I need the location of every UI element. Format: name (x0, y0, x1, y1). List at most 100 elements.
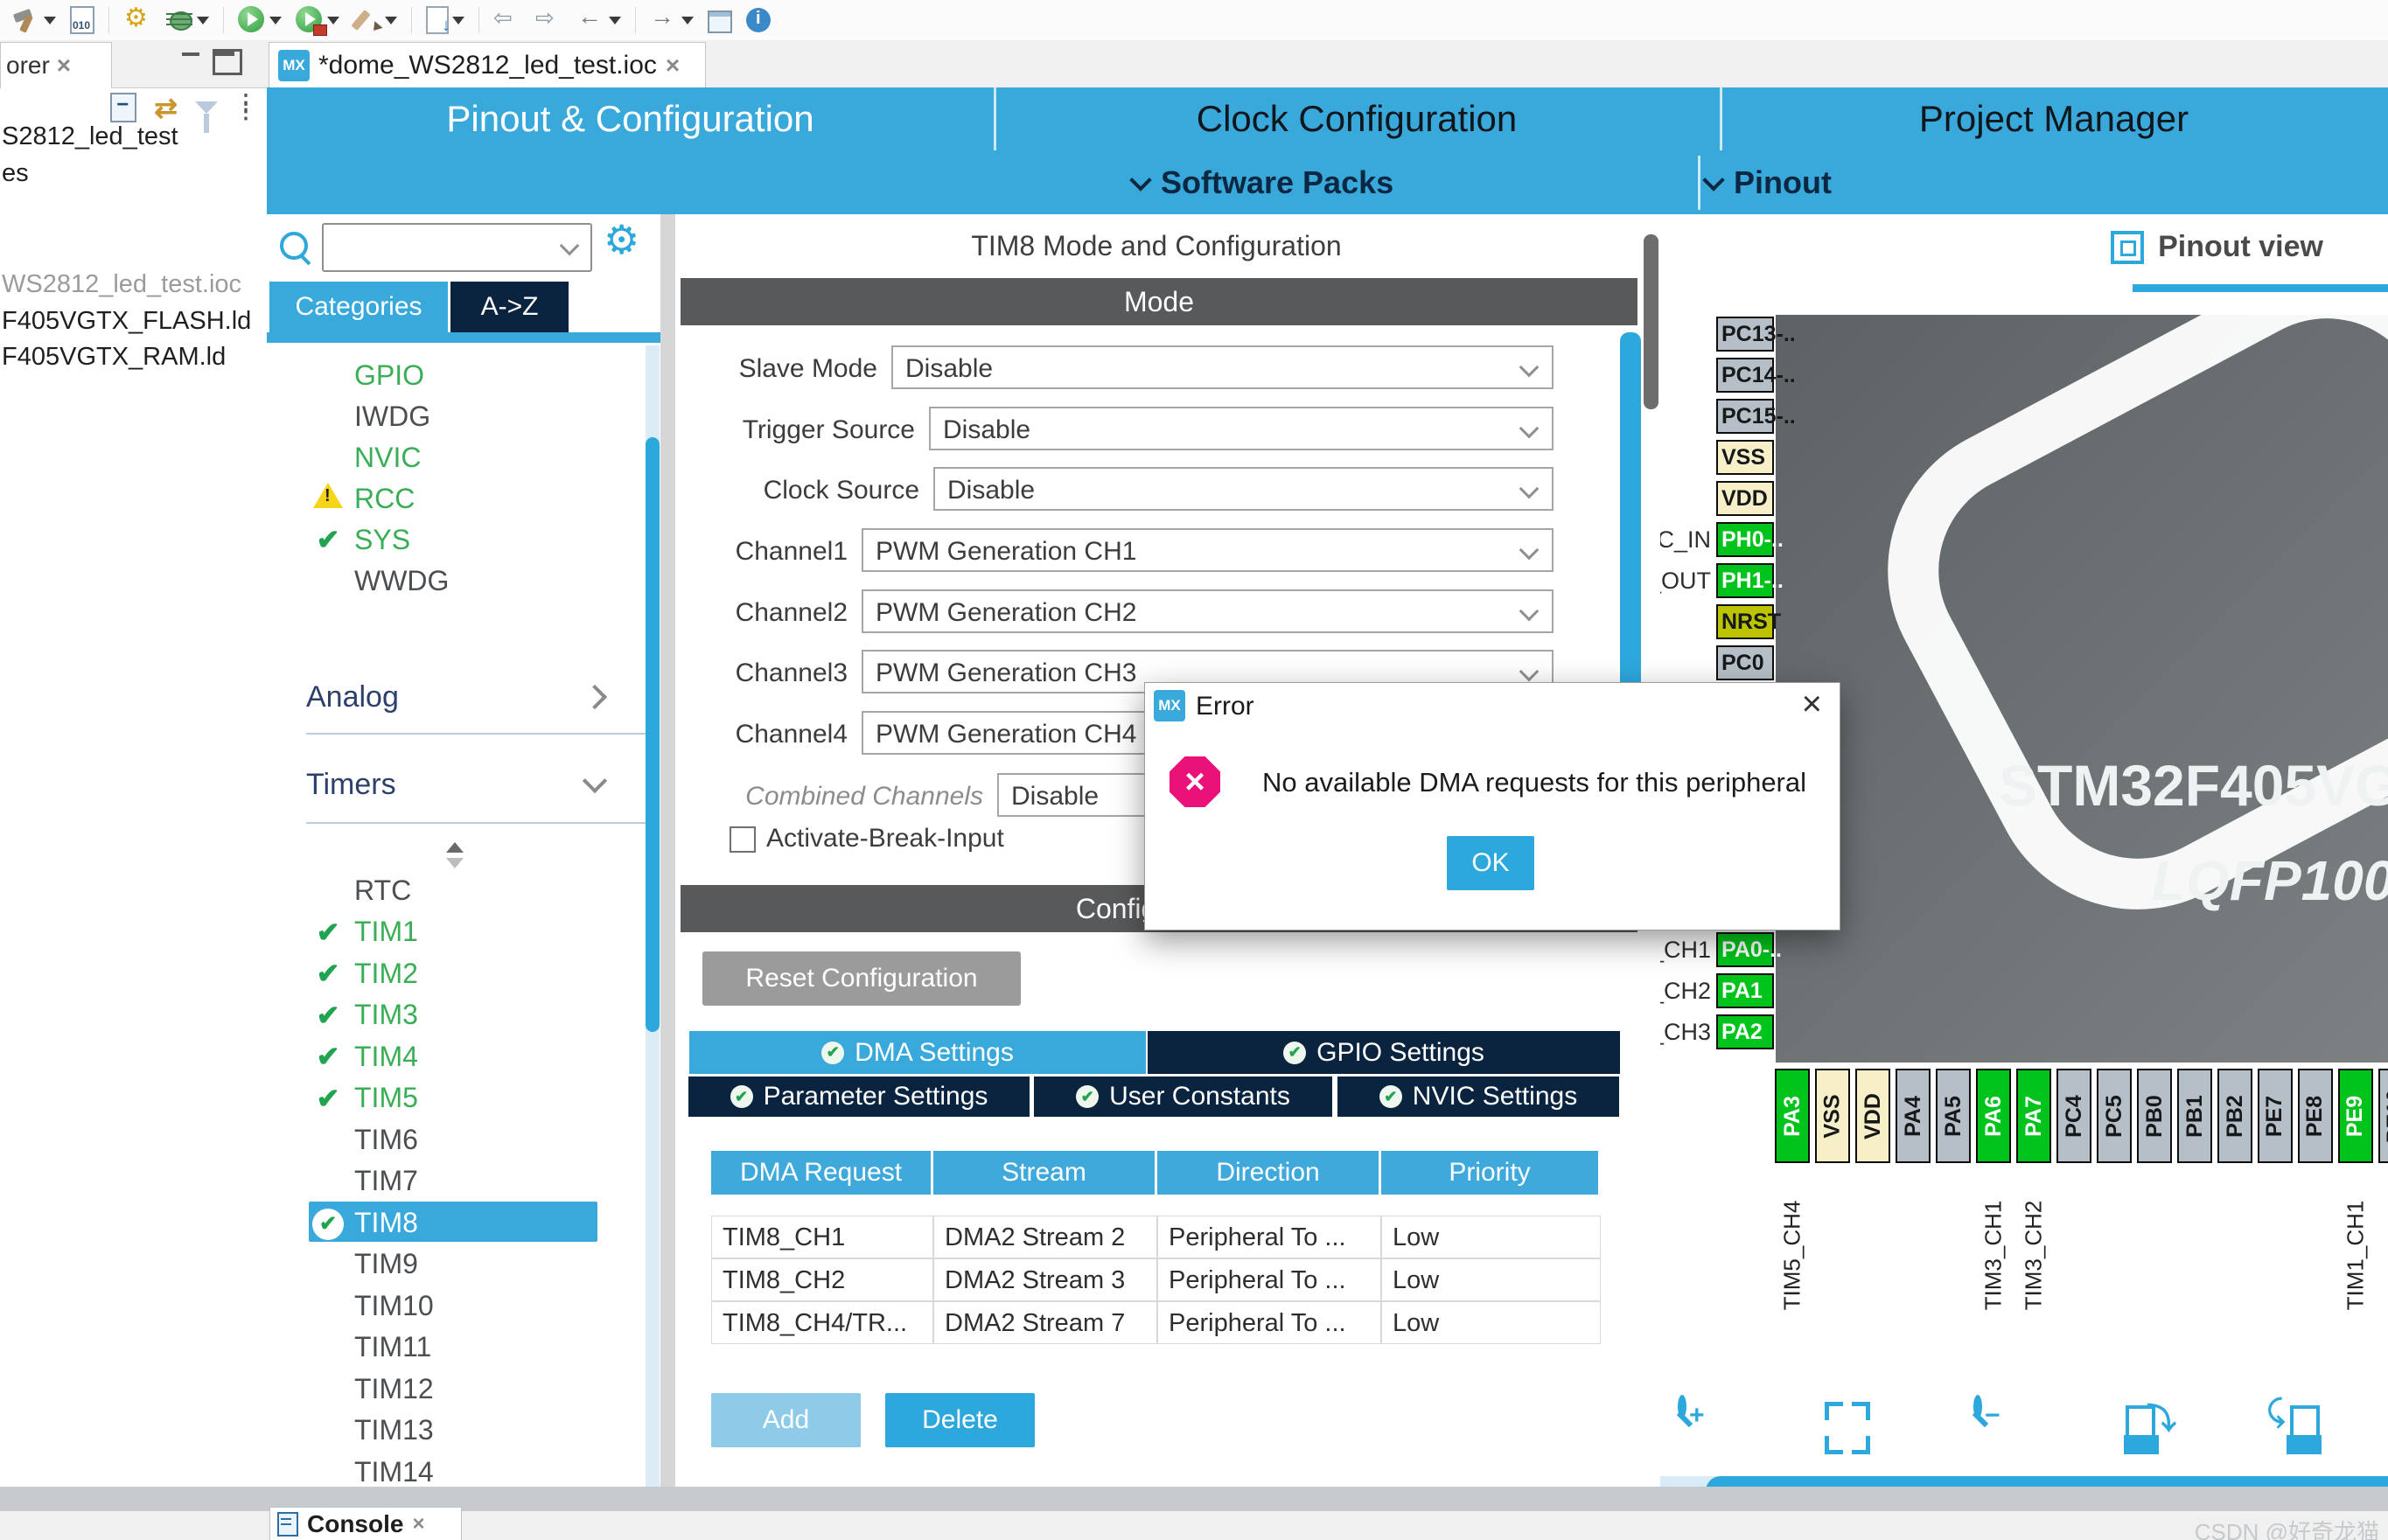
close-icon[interactable]: × (665, 52, 681, 79)
table-cell[interactable]: Peripheral To ... (1157, 1301, 1381, 1344)
sidebar-item-rcc[interactable]: RCC (267, 479, 643, 518)
tab-clock-configuration[interactable]: Clock Configuration (1196, 98, 1518, 139)
pin-PC14[interactable]: PC14-.. (1716, 358, 1796, 393)
gear-icon[interactable]: ⚙ (604, 217, 640, 262)
chevron-down-icon[interactable] (609, 16, 621, 24)
import-file-button[interactable] (426, 6, 464, 36)
field-dropdown[interactable]: Disable (929, 407, 1554, 450)
pin-PA2[interactable]: PA2 (1716, 1014, 1774, 1049)
rotate-counterclockwise-icon[interactable]: ⤹ (2267, 1395, 2322, 1454)
pin-PB0[interactable]: PB0 (2137, 1069, 2172, 1163)
sidebar-section-timers[interactable]: Timers (306, 763, 647, 805)
maximize-icon[interactable] (213, 49, 242, 75)
sidebar-item-tim13[interactable]: TIM13 (267, 1411, 643, 1450)
close-icon[interactable]: × (56, 52, 72, 79)
table-cell[interactable]: DMA2 Stream 7 (933, 1301, 1157, 1344)
tab-ioc-editor[interactable]: MX *dome_WS2812_led_test.ioc × (269, 42, 706, 88)
open-perspective-button[interactable] (708, 7, 732, 33)
software-packs-menu[interactable]: Software Packs (1129, 164, 1393, 201)
sidebar-scrollbar-thumb[interactable] (646, 437, 660, 1032)
search-input[interactable] (322, 223, 592, 272)
sidebar-item-tim10[interactable]: TIM10 (267, 1286, 643, 1325)
tab-project-manager[interactable]: Project Manager (1918, 98, 2189, 139)
close-icon[interactable]: × (1801, 685, 1822, 723)
sidebar-item-rtc[interactable]: RTC (267, 871, 643, 909)
zoom-out-icon[interactable]: − (1973, 1395, 2026, 1452)
explorer-item[interactable]: WS2812_led_test.ioc (2, 270, 242, 298)
sidebar-item-tim12[interactable]: TIM12 (267, 1369, 643, 1408)
pin-PE7[interactable]: PE7 (2258, 1069, 2293, 1163)
table-cell[interactable]: Low (1381, 1258, 1601, 1301)
pin-PA4[interactable]: PA4 (1896, 1069, 1931, 1163)
sidebar-item-tim11[interactable]: TIM11 (267, 1328, 643, 1367)
fit-screen-icon[interactable] (1825, 1402, 1870, 1454)
sidebar-item-tim7[interactable]: TIM7 (267, 1162, 643, 1201)
chevron-down-icon[interactable] (681, 16, 694, 24)
chevron-down-icon[interactable] (327, 16, 339, 24)
pin-VSS[interactable]: VSS (1815, 1069, 1850, 1163)
pin-PA1[interactable]: PA1 (1716, 973, 1774, 1008)
prev-annotation-button[interactable] (493, 4, 521, 34)
pin-PC4[interactable]: PC4 (2056, 1069, 2091, 1163)
pin-VDD[interactable]: VDD (1855, 1069, 1890, 1163)
sidebar-item-tim2[interactable]: ✔ TIM2 (267, 954, 643, 993)
highlighter-button[interactable] (353, 6, 397, 34)
tab-nvic-settings[interactable]: ✔ NVIC Settings (1337, 1077, 1619, 1117)
pin-PC5[interactable]: PC5 (2097, 1069, 2132, 1163)
pin-NRST[interactable]: NRST (1716, 604, 1781, 639)
forward-button[interactable] (650, 3, 694, 34)
chevron-down-icon[interactable] (452, 16, 464, 24)
pinout-view-header[interactable]: Pinout view (2111, 230, 2323, 264)
delete-button[interactable]: Delete (885, 1393, 1035, 1447)
field-dropdown[interactable]: Disable (933, 467, 1554, 511)
pin-PE8[interactable]: PE8 (2298, 1069, 2333, 1163)
zoom-in-icon[interactable]: + (1678, 1395, 1730, 1452)
view-menu-icon[interactable]: ⋮ ⋮ (235, 91, 256, 123)
sidebar-item-sys[interactable]: ✔ SYS (267, 520, 643, 559)
reset-configuration-button[interactable]: Reset Configuration (702, 951, 1021, 1006)
pinout-hscrollbar-thumb[interactable] (1706, 1476, 2388, 1487)
sidebar-item-tim14[interactable]: TIM14 (267, 1453, 643, 1488)
ok-button[interactable]: OK (1447, 836, 1534, 890)
activate-break-input-checkbox[interactable] (730, 826, 756, 853)
table-cell[interactable]: Peripheral To ... (1157, 1258, 1381, 1301)
pin-PC0[interactable]: PC0 (1716, 645, 1774, 680)
explorer-item[interactable]: F405VGTX_FLASH.ld (2, 307, 252, 335)
sidebar-item-tim3[interactable]: ✔ TIM3 (267, 996, 643, 1035)
sidebar-item-tim5[interactable]: ✔ TIM5 (267, 1079, 643, 1118)
next-annotation-button[interactable] (535, 4, 563, 34)
table-cell[interactable]: Low (1381, 1216, 1601, 1258)
editor-scrollbar[interactable] (1644, 234, 1658, 409)
external-tools-button[interactable] (296, 6, 339, 36)
link-with-editor-icon[interactable]: ⇄ (154, 92, 178, 123)
chevron-down-icon[interactable] (269, 16, 282, 24)
list-spinner[interactable] (446, 842, 464, 868)
column-header-priority[interactable]: Priority (1381, 1151, 1598, 1195)
pinout-menu[interactable]: Pinout (1702, 164, 1832, 201)
panel-splitter[interactable] (660, 214, 675, 1487)
pin-PA3[interactable]: PA3 (1775, 1069, 1810, 1163)
pin-PE9[interactable]: PE9 (2338, 1069, 2373, 1163)
explorer-item[interactable]: S2812_led_test (2, 122, 178, 150)
pin-PA6[interactable]: PA6 (1976, 1069, 2011, 1163)
tab-project-explorer[interactable]: orer × (0, 42, 112, 88)
table-cell[interactable]: TIM8_CH1 (711, 1216, 933, 1258)
pin-PB1[interactable]: PB1 (2177, 1069, 2212, 1163)
tab-a-to-z[interactable]: A->Z (450, 282, 569, 332)
pin-VSS[interactable]: VSS (1716, 440, 1774, 475)
sidebar-item-tim6[interactable]: TIM6 (267, 1120, 643, 1159)
sidebar-section-analog[interactable]: Analog (306, 676, 647, 718)
pin-PE10[interactable]: PE10 (2378, 1069, 2388, 1163)
column-header-dma-request[interactable]: DMA Request (711, 1151, 931, 1195)
explorer-item[interactable]: es (2, 159, 29, 187)
add-button[interactable]: Add (711, 1393, 861, 1447)
sidebar-item-gpio[interactable]: GPIO (267, 356, 643, 394)
pin-PH0[interactable]: PH0-.. (1716, 522, 1784, 557)
table-cell[interactable]: DMA2 Stream 2 (933, 1216, 1157, 1258)
drill-button[interactable] (123, 3, 151, 34)
tab-pinout-configuration[interactable]: Pinout & Configuration (446, 98, 814, 139)
table-cell[interactable]: TIM8_CH2 (711, 1258, 933, 1301)
pin-PB2[interactable]: PB2 (2217, 1069, 2252, 1163)
chevron-down-icon[interactable] (197, 16, 209, 24)
info-button[interactable] (746, 8, 771, 32)
